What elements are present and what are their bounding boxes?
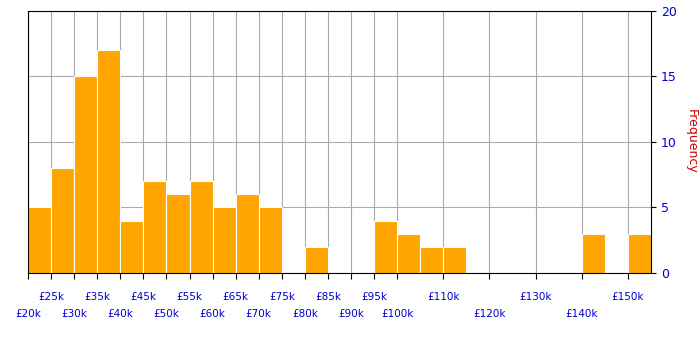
Bar	[120, 220, 144, 273]
Bar	[144, 181, 167, 273]
Bar	[420, 247, 443, 273]
Text: £60k: £60k	[199, 309, 225, 319]
Text: £55k: £55k	[176, 293, 202, 302]
Bar	[582, 234, 605, 273]
Text: £130k: £130k	[519, 293, 552, 302]
Bar	[628, 234, 651, 273]
Text: £20k: £20k	[15, 309, 41, 319]
Bar	[28, 207, 51, 273]
Text: £30k: £30k	[61, 309, 87, 319]
Text: £120k: £120k	[473, 309, 505, 319]
Text: £110k: £110k	[427, 293, 460, 302]
Bar	[51, 168, 74, 273]
Text: £150k: £150k	[612, 293, 644, 302]
Bar	[97, 50, 120, 273]
Text: £25k: £25k	[38, 293, 64, 302]
Text: £85k: £85k	[315, 293, 341, 302]
Text: £35k: £35k	[84, 293, 110, 302]
Text: £100k: £100k	[381, 309, 414, 319]
Text: £90k: £90k	[338, 309, 364, 319]
Y-axis label: Frequency: Frequency	[685, 109, 697, 174]
Bar	[259, 207, 282, 273]
Bar	[167, 194, 190, 273]
Text: £65k: £65k	[223, 293, 248, 302]
Text: £45k: £45k	[130, 293, 156, 302]
Bar	[305, 247, 328, 273]
Bar	[397, 234, 420, 273]
Bar	[236, 194, 259, 273]
Bar	[74, 76, 97, 273]
Text: £70k: £70k	[246, 309, 272, 319]
Text: £140k: £140k	[566, 309, 598, 319]
Bar	[190, 181, 213, 273]
Text: £80k: £80k	[292, 309, 318, 319]
Bar	[374, 220, 397, 273]
Text: £95k: £95k	[361, 293, 387, 302]
Text: £75k: £75k	[269, 293, 295, 302]
Text: £50k: £50k	[153, 309, 179, 319]
Bar	[443, 247, 466, 273]
Bar	[213, 207, 236, 273]
Text: £40k: £40k	[107, 309, 133, 319]
